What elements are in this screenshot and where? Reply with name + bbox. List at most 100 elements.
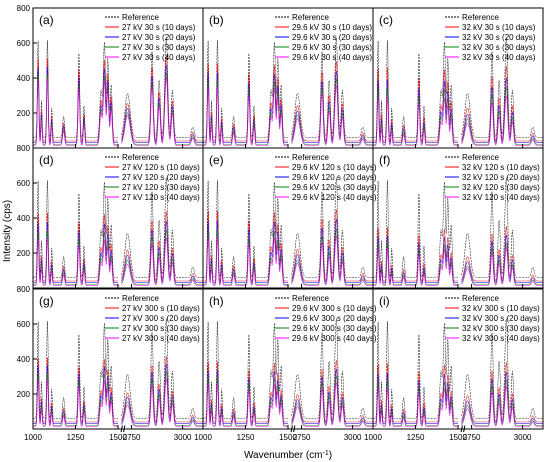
legend-label-days20: 27 kV 30 s (20 days)	[122, 33, 196, 42]
x-axis-label: Wavenumber (cm-1)	[244, 450, 332, 462]
legend-label-days10: 27 kV 30 s (10 days)	[122, 23, 196, 32]
x-tick-label: 3000	[174, 433, 192, 442]
legend-label-days20: 29.6 kV 300 s (20 days)	[292, 314, 377, 323]
legend-label-reference: Reference	[462, 13, 499, 22]
series-line-days40	[33, 237, 203, 286]
x-tick-label: 1000	[364, 433, 382, 442]
series-line-reference	[373, 318, 543, 419]
panel-label: (c)	[379, 13, 393, 27]
series-line-days30	[203, 228, 373, 285]
y-tick-label: 400	[17, 74, 31, 83]
series-line-days20	[33, 64, 203, 144]
y-tick-label: 400	[17, 214, 31, 223]
series-line-days30	[203, 78, 373, 145]
series-line-days10	[203, 61, 373, 142]
y-tick-label: 200	[17, 249, 31, 258]
y-tick-label: 200	[17, 390, 31, 399]
x-tick-label: 2750	[463, 433, 481, 442]
x-tick-label: 1500	[449, 433, 467, 442]
panel-label: (h)	[209, 294, 224, 308]
legend-label-reference: Reference	[292, 294, 329, 303]
legend-label-days20: 29.6 kV 30 s (20 days)	[292, 33, 372, 42]
y-tick-label: 800	[17, 144, 31, 153]
legend-label-reference: Reference	[462, 294, 499, 303]
legend-label-days40: 27 kV 300 s (40 days)	[122, 334, 200, 343]
series-line-days40	[33, 378, 203, 427]
y-tick-label: 600	[17, 320, 31, 329]
panel-label: (b)	[209, 13, 224, 27]
series-line-days10	[373, 362, 543, 423]
x-tick-label: 2750	[293, 433, 311, 442]
series-line-days20	[33, 220, 203, 284]
y-tick-label: 800	[17, 285, 31, 294]
legend-label-days20: 32 kV 30 s (20 days)	[462, 33, 536, 42]
x-tick-label: 2750	[123, 433, 141, 442]
series-line-days10	[203, 360, 373, 423]
legend-label-reference: Reference	[122, 294, 159, 303]
legend-label-reference: Reference	[292, 13, 329, 22]
legend-label-days30: 32 kV 120 s (30 days)	[462, 183, 540, 192]
legend-label-days30: 29.6 kV 120 s (30 days)	[292, 183, 377, 192]
x-tick-label: 1000	[194, 433, 212, 442]
series-line-days10	[33, 356, 203, 423]
legend-label-days40: 32 kV 300 s (40 days)	[462, 334, 540, 343]
legend-label-days20: 27 kV 300 s (20 days)	[122, 314, 200, 323]
y-tick-label: 800	[17, 4, 31, 13]
legend-label-days40: 32 kV 30 s (40 days)	[462, 53, 536, 62]
legend-label-days30: 29.6 kV 300 s (30 days)	[292, 324, 377, 333]
series-line-days30	[373, 242, 543, 285]
y-axis-label: Intensity (cps)	[2, 200, 13, 262]
series-line-reference	[33, 37, 203, 138]
legend-label-days10: 29.6 kV 300 s (10 days)	[292, 304, 377, 313]
series-line-days10	[373, 66, 543, 142]
panel-label: (f)	[379, 153, 390, 167]
panel-label: (d)	[39, 153, 54, 167]
series-line-days10	[373, 226, 543, 282]
series-line-reference	[33, 177, 203, 278]
series-line-days40	[33, 77, 203, 146]
series-line-reference	[373, 37, 543, 138]
series-line-reference	[203, 177, 373, 278]
series-line-days40	[373, 385, 543, 427]
legend-label-days10: 32 kV 30 s (10 days)	[462, 23, 536, 32]
y-tick-label: 600	[17, 39, 31, 48]
axis-break-mark: //	[290, 424, 296, 434]
series-line-days20	[33, 363, 203, 425]
legend-label-days20: 27 kV 120 s (20 days)	[122, 173, 200, 182]
series-line-days40	[203, 382, 373, 427]
legend-label-days30: 27 kV 30 s (30 days)	[122, 43, 196, 52]
axis-break-mark: //	[460, 424, 466, 434]
series-line-reference	[33, 318, 203, 419]
legend-label-days10: 29.6 kV 120 s (10 days)	[292, 163, 377, 172]
legend-label-days40: 27 kV 30 s (40 days)	[122, 53, 196, 62]
y-tick-label: 400	[17, 355, 31, 364]
legend-label-reference: Reference	[462, 153, 499, 162]
series-line-days30	[33, 72, 203, 145]
legend-label-days30: 27 kV 300 s (30 days)	[122, 324, 200, 333]
legend-label-reference: Reference	[122, 13, 159, 22]
series-line-days20	[373, 77, 543, 144]
legend-label-days30: 29.6 kV 30 s (30 days)	[292, 43, 372, 52]
legend-label-days40: 27 kV 120 s (40 days)	[122, 193, 200, 202]
legend-label-days30: 32 kV 300 s (30 days)	[462, 324, 540, 333]
legend-label-days30: 27 kV 120 s (30 days)	[122, 183, 200, 192]
y-tick-label: 600	[17, 179, 31, 188]
series-line-days40	[373, 246, 543, 286]
series-line-days20	[203, 70, 373, 144]
legend-label-days10: 32 kV 120 s (10 days)	[462, 163, 540, 172]
series-line-days20	[373, 371, 543, 425]
series-line-days30	[203, 375, 373, 426]
x-tick-label: 3000	[344, 433, 362, 442]
x-tick-label: 1000	[24, 433, 42, 442]
series-line-days20	[373, 234, 543, 284]
legend-label-reference: Reference	[122, 153, 159, 162]
series-line-days10	[33, 56, 203, 142]
legend-label-reference: Reference	[292, 153, 329, 162]
legend-label-days40: 32 kV 120 s (40 days)	[462, 193, 540, 202]
series-line-days20	[203, 368, 373, 425]
